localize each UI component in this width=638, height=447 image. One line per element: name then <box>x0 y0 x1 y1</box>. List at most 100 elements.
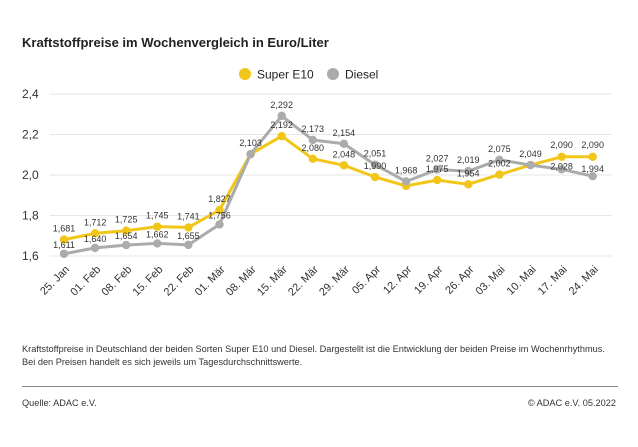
data-label: 1,975 <box>426 164 449 174</box>
data-point <box>401 177 411 186</box>
data-point <box>526 160 535 170</box>
y-tick-label: 2,2 <box>22 128 39 142</box>
data-label: 2,090 <box>550 140 573 150</box>
data-point <box>495 170 504 179</box>
x-tick-label: 01. Feb <box>68 264 103 299</box>
data-point <box>308 154 317 163</box>
y-tick-label: 1,6 <box>22 249 39 263</box>
data-label: 2,103 <box>239 138 262 148</box>
data-point <box>495 155 504 165</box>
data-point <box>215 220 224 229</box>
data-point <box>153 239 162 248</box>
x-tick-label: 08. Feb <box>99 264 134 299</box>
data-point <box>246 149 255 159</box>
data-point <box>464 180 473 189</box>
x-tick-label: 19. Apr <box>412 263 445 296</box>
y-tick-label: 1,8 <box>22 209 39 223</box>
x-tick-label: 12. Apr <box>381 263 414 296</box>
data-label: 2,173 <box>302 124 325 134</box>
x-tick-label: 15. Mär <box>255 263 290 298</box>
data-label: 1,681 <box>53 224 76 234</box>
series-line <box>63 114 594 256</box>
x-tick-label: 10. Mai <box>505 264 539 298</box>
legend-marker <box>239 68 251 80</box>
x-tick-label: 03. Mai <box>474 264 508 298</box>
data-point <box>557 152 566 161</box>
x-tick-label: 01. Mär <box>193 263 228 298</box>
data-label: 1,741 <box>177 211 200 221</box>
data-label: 2,028 <box>550 161 573 171</box>
data-label: 2,192 <box>270 120 293 130</box>
data-point <box>433 165 442 174</box>
x-tick-label: 22. Feb <box>162 264 197 299</box>
data-label: 2,090 <box>581 140 604 150</box>
x-tick-label: 17. Mai <box>536 264 570 298</box>
legend-marker <box>327 68 339 80</box>
chart-area: 1,6 1,8 2,0 2,2 2,4 25. Jan 01. Feb 08. Feb 15. … <box>22 68 612 299</box>
data-point <box>184 223 193 232</box>
data-point <box>153 222 162 231</box>
data-point <box>277 131 286 141</box>
data-label: 1,725 <box>115 215 138 225</box>
data-label: 1,712 <box>84 217 107 227</box>
data-label: 2,002 <box>488 159 511 169</box>
data-point <box>370 172 380 182</box>
data-label: 1,655 <box>177 231 200 241</box>
x-tick-label: 22. Mär <box>286 263 321 298</box>
x-tick-label: 15. Feb <box>131 264 166 299</box>
chart-caption: Kraftstoffpreise in Deutschland der beid… <box>22 344 605 367</box>
data-label: 2,048 <box>333 149 356 159</box>
data-label: 1,662 <box>146 229 169 239</box>
data-point <box>339 139 349 149</box>
x-tick-label: 08. Mär <box>224 263 259 298</box>
data-point <box>122 240 131 250</box>
x-tick-label: 26. Apr <box>443 263 476 296</box>
data-point <box>433 175 442 185</box>
source-note: Quelle: ADAC e.V. <box>22 398 97 408</box>
data-label: 2,080 <box>302 143 325 153</box>
data-label: 2,027 <box>426 154 449 164</box>
data-point <box>339 161 349 170</box>
y-tick-label: 2,4 <box>22 87 39 101</box>
data-label: 2,049 <box>519 149 542 159</box>
data-point <box>184 240 193 250</box>
data-label: 1,990 <box>364 161 387 171</box>
legend-label: Super E10 <box>257 68 314 82</box>
data-label: 1,827 <box>208 194 231 204</box>
y-tick-label: 2,0 <box>22 168 39 182</box>
data-label: 1,994 <box>581 164 604 174</box>
data-point <box>277 111 286 121</box>
data-label: 1,611 <box>53 240 75 250</box>
data-label: 2,154 <box>333 128 356 138</box>
data-label: 1,968 <box>395 165 418 175</box>
data-label: 2,292 <box>270 100 293 110</box>
legend-label: Diesel <box>345 68 378 82</box>
copyright-note: © ADAC e.V. 05.2022 <box>527 398 616 408</box>
series-line <box>63 134 593 242</box>
data-point <box>90 243 100 253</box>
data-point <box>308 135 317 145</box>
data-label: 1,954 <box>457 168 480 178</box>
data-point <box>90 229 100 238</box>
data-label: 2,051 <box>364 149 387 159</box>
data-point <box>59 249 69 258</box>
data-point <box>59 235 69 244</box>
data-label: 2,019 <box>457 155 480 165</box>
data-label: 1,640 <box>84 234 107 244</box>
data-point <box>588 172 597 181</box>
data-point <box>370 160 380 169</box>
x-tick-label: 29. Mär <box>317 263 352 298</box>
data-point <box>588 152 597 161</box>
data-point <box>464 166 473 176</box>
data-point <box>215 205 224 215</box>
x-tick-label: 25. Jan <box>38 264 72 298</box>
data-point <box>557 165 566 174</box>
x-tick-label: 05. Apr <box>350 263 383 296</box>
data-label: 2,075 <box>488 144 511 154</box>
chart-title: Kraftstoffpreise im Wochenvergleich in E… <box>22 35 329 50</box>
data-label: 1,745 <box>146 211 169 221</box>
data-label: 1,654 <box>115 231 138 241</box>
data-point <box>122 226 131 235</box>
data-label: 1,756 <box>208 210 231 220</box>
